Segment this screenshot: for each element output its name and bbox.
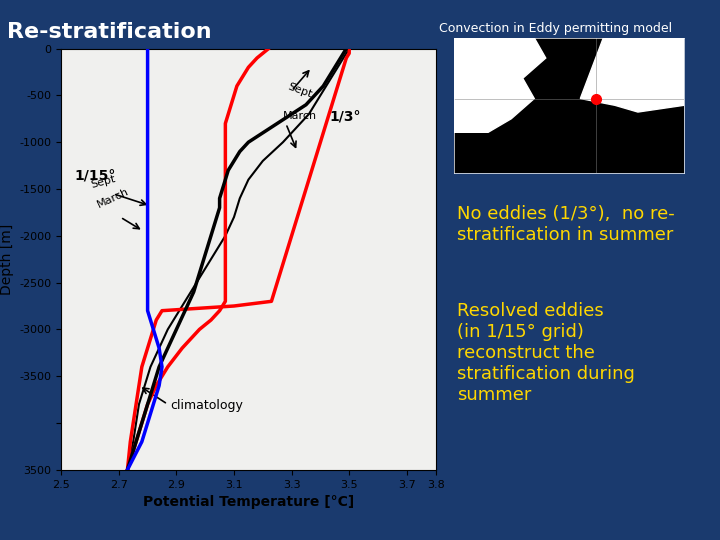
- Text: Resolved eddies
(in 1/15° grid)
reconstruct the
stratification during
summer: Resolved eddies (in 1/15° grid) reconstr…: [457, 302, 635, 403]
- Polygon shape: [454, 38, 546, 132]
- Text: Re-stratification: Re-stratification: [7, 22, 212, 42]
- X-axis label: Potential Temperature [°C]: Potential Temperature [°C]: [143, 495, 354, 509]
- Text: March: March: [283, 111, 317, 121]
- Text: Sept: Sept: [90, 174, 117, 190]
- Text: March: March: [96, 186, 131, 210]
- Text: climatology: climatology: [171, 399, 243, 412]
- Text: Convection in Eddy permitting model: Convection in Eddy permitting model: [439, 22, 672, 35]
- Y-axis label: Depth [m]: Depth [m]: [0, 224, 14, 295]
- Text: 1/15°: 1/15°: [74, 168, 115, 183]
- Polygon shape: [580, 38, 684, 112]
- Text: 1/3°: 1/3°: [329, 110, 361, 124]
- Text: Sept: Sept: [286, 81, 313, 99]
- Text: No eddies (1/3°),  no re-
stratification in summer: No eddies (1/3°), no re- stratification …: [457, 205, 675, 244]
